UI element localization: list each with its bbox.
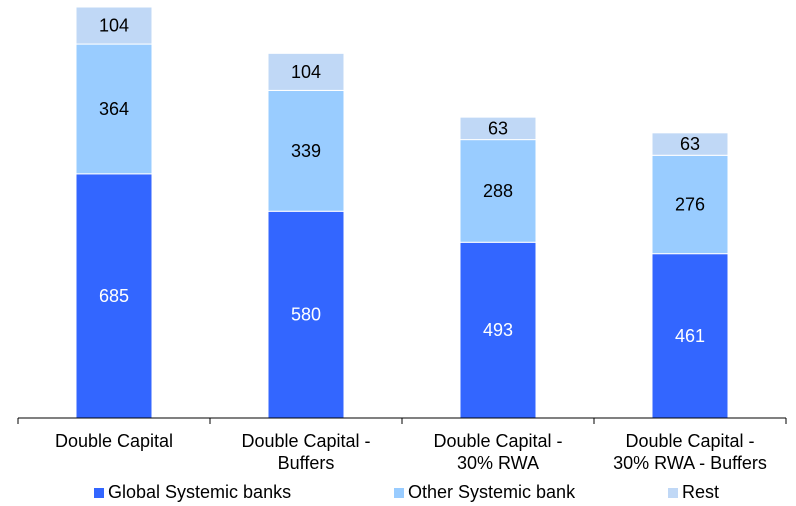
bar-segment	[651, 253, 729, 419]
category-label: 30% RWA - Buffers	[613, 453, 767, 473]
bar-segment	[75, 6, 153, 45]
bar-segment	[459, 116, 537, 141]
bars-layer: 685 364 104 580 339 104 493 288 63 461 276 63	[75, 6, 729, 419]
data-label: 493	[483, 320, 513, 340]
data-label: 104	[99, 16, 129, 36]
bar-segment	[651, 132, 729, 156]
data-label: 276	[675, 194, 705, 214]
data-label: 288	[483, 181, 513, 201]
data-label: 63	[680, 134, 700, 154]
x-axis-ticks	[17, 418, 787, 424]
bar-segment	[75, 173, 153, 419]
data-label: 63	[488, 118, 508, 138]
legend-label: Other Systemic bank	[408, 482, 576, 502]
category-label: Double Capital -	[625, 431, 754, 451]
bar-segment	[267, 89, 345, 212]
data-label: 685	[99, 286, 129, 306]
category-label: 30% RWA	[457, 453, 539, 473]
bar-segment	[267, 210, 345, 419]
category-label: Double Capital -	[433, 431, 562, 451]
data-label: 339	[291, 141, 321, 161]
data-label: 364	[99, 99, 129, 119]
data-label: 461	[675, 326, 705, 346]
bar-segment	[75, 43, 153, 175]
data-label: 580	[291, 305, 321, 325]
legend-swatch	[94, 488, 104, 498]
data-label: 104	[291, 62, 321, 82]
legend-swatch	[394, 488, 404, 498]
legend-swatch	[668, 488, 678, 498]
bar-segment	[459, 139, 537, 243]
category-label: Double Capital	[55, 431, 173, 451]
category-label: Buffers	[278, 453, 335, 473]
legend-label: Global Systemic banks	[108, 482, 291, 502]
bar-segment	[267, 52, 345, 91]
category-label: Double Capital -	[241, 431, 370, 451]
legend-label: Rest	[682, 482, 719, 502]
category-labels: Double Capital Double Capital -BuffersDou…	[55, 431, 767, 473]
legend: Global Systemic banks Other Systemic bank…	[94, 482, 719, 502]
